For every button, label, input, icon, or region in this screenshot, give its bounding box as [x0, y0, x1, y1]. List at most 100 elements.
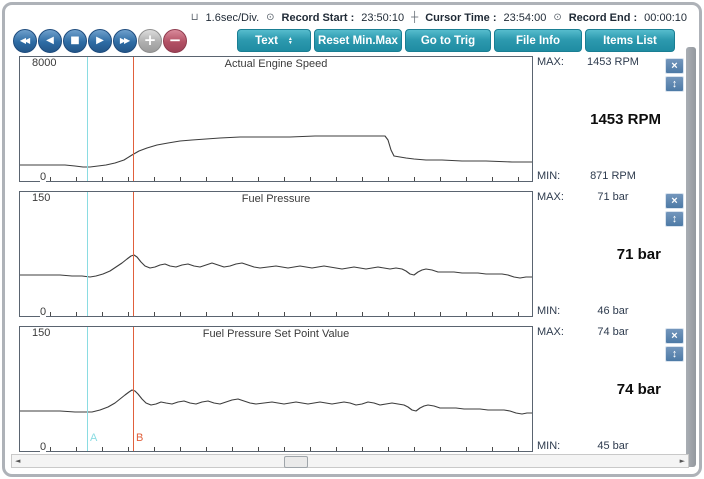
- plus-icon: +: [143, 31, 157, 49]
- rewind-button[interactable]: ◀◀: [13, 28, 37, 53]
- text-mode-dropdown[interactable]: Text ▲ ▼: [237, 29, 311, 52]
- autoscale-channel-button[interactable]: ↕: [665, 211, 684, 227]
- go-to-trig-button[interactable]: Go to Trig: [405, 29, 491, 52]
- horizontal-scrollbar[interactable]: ◄ ►: [11, 454, 689, 468]
- cursor-crosshair-icon: ┼: [411, 12, 419, 23]
- close-channel-button[interactable]: ×: [665, 58, 684, 74]
- max-value: 1453 RPM: [587, 56, 639, 68]
- spinner-updown-icon: ▲ ▼: [287, 35, 293, 46]
- close-icon: ×: [671, 329, 678, 342]
- record-start-value: 23:50:10: [361, 11, 405, 24]
- max-value: 74 bar: [597, 326, 629, 338]
- autoscale-channel-button[interactable]: ↕: [665, 346, 684, 362]
- channel-row-fuel-pressure-setpoint: 150 Fuel Pressure Set Point Value A B 0 …: [19, 326, 687, 453]
- channel-info-panel: MAX: 74 bar 74 bar MIN: 45 bar: [537, 326, 663, 452]
- y-axis-min-label: 0: [40, 171, 47, 183]
- x-axis-ticks: [50, 447, 530, 451]
- chart-title: Fuel Pressure Set Point Value: [202, 328, 350, 340]
- scroll-right-arrow-icon[interactable]: ►: [679, 457, 685, 465]
- cursor-b-label: B: [136, 432, 144, 444]
- x-axis-ticks: [50, 177, 530, 181]
- channel-info-panel: MAX: 71 bar 71 bar MIN: 46 bar: [537, 191, 663, 317]
- cursor-a-line[interactable]: [87, 57, 88, 181]
- channel-row-fuel-pressure: 150 Fuel Pressure 0 MAX: 71 bar 71 bar MI…: [19, 191, 687, 318]
- status-bar: ⊔ 1.6sec/Div. ⊙ Record Start : 23:50:10 …: [5, 10, 687, 25]
- min-label: MIN:: [537, 170, 561, 182]
- updown-arrow-icon: ↕: [671, 212, 678, 225]
- chart-plot-fuel-pressure-setpoint[interactable]: 150 Fuel Pressure Set Point Value A B 0: [19, 326, 533, 453]
- autoscale-channel-button[interactable]: ↕: [665, 76, 684, 92]
- close-channel-button[interactable]: ×: [665, 328, 684, 344]
- reset-minmax-button[interactable]: Reset Min.Max: [314, 29, 402, 52]
- y-axis-min-label: 0: [40, 306, 47, 318]
- current-value: 1453 RPM: [590, 110, 661, 128]
- close-icon: ×: [671, 59, 678, 72]
- updown-arrow-icon: ↕: [671, 347, 678, 360]
- chart-plot-engine-speed[interactable]: 8000 Actual Engine Speed 0: [19, 56, 533, 183]
- min-value: 871 RPM: [590, 170, 636, 182]
- channel-buttons: × ↕: [665, 191, 687, 317]
- waveform-trace: [20, 254, 532, 279]
- record-end-label: Record End :: [568, 11, 638, 24]
- record-end-clock-icon: ⊙: [553, 12, 562, 23]
- y-axis-max-label: 150: [32, 327, 51, 339]
- minus-icon: −: [168, 31, 182, 49]
- max-value: 71 bar: [597, 191, 629, 203]
- waveform-trace: [20, 135, 532, 168]
- current-value: 74 bar: [616, 380, 661, 398]
- channel-info-panel: MAX: 1453 RPM 1453 RPM MIN: 871 RPM: [537, 56, 663, 182]
- scroll-left-arrow-icon[interactable]: ◄: [15, 457, 21, 465]
- chart-title: Actual Engine Speed: [224, 58, 328, 70]
- time-per-division: 1.6sec/Div.: [205, 11, 260, 24]
- time-division-icon: ⊔: [190, 12, 199, 23]
- fast-forward-button[interactable]: ▶▶: [113, 28, 137, 53]
- max-label: MAX:: [537, 56, 564, 68]
- min-value: 45 bar: [597, 440, 629, 452]
- y-axis-max-label: 8000: [32, 57, 57, 69]
- play-button[interactable]: ▶: [88, 28, 112, 53]
- y-axis-max-label: 150: [32, 192, 51, 204]
- toolbar: ◀◀ ◀ ■ ▶ ▶▶ + − Text ▲ ▼ Reset Min.Max Go…: [13, 28, 685, 53]
- cursor-b-line[interactable]: [133, 57, 134, 181]
- scrollbar-thumb[interactable]: [284, 456, 308, 468]
- x-axis-ticks: [50, 312, 530, 316]
- max-label: MAX:: [537, 191, 564, 203]
- right-scrollbar-track[interactable]: [686, 47, 696, 467]
- y-axis-min-label: 0: [40, 441, 47, 453]
- chart-plot-fuel-pressure[interactable]: 150 Fuel Pressure 0: [19, 191, 533, 318]
- channel-row-engine-speed: 8000 Actual Engine Speed 0 MAX: 1453 RPM …: [19, 56, 687, 183]
- cursor-b-line[interactable]: [133, 192, 134, 316]
- current-value: 71 bar: [616, 245, 661, 263]
- updown-arrow-icon: ↕: [671, 77, 678, 90]
- chart-area: 8000 Actual Engine Speed 0 MAX: 1453 RPM …: [19, 56, 687, 461]
- cursor-a-line[interactable]: [87, 192, 88, 316]
- items-list-button[interactable]: Items List: [585, 29, 675, 52]
- fast-forward-icon: ▶▶: [119, 36, 130, 45]
- close-channel-button[interactable]: ×: [665, 193, 684, 209]
- channel-buttons: × ↕: [665, 56, 687, 182]
- close-icon: ×: [671, 194, 678, 207]
- cursor-time-value: 23:54:00: [503, 11, 547, 24]
- chart-title: Fuel Pressure: [241, 193, 311, 205]
- step-back-button[interactable]: ◀: [38, 28, 62, 53]
- text-mode-label: Text: [255, 34, 278, 47]
- rewind-icon: ◀◀: [19, 36, 30, 45]
- zoom-in-button[interactable]: +: [138, 28, 162, 53]
- record-start-label: Record Start :: [281, 11, 355, 24]
- record-start-clock-icon: ⊙: [266, 12, 275, 23]
- zoom-out-button[interactable]: −: [163, 28, 187, 53]
- max-label: MAX:: [537, 326, 564, 338]
- waveform-trace: [20, 389, 532, 415]
- step-back-icon: ◀: [46, 35, 54, 46]
- stop-icon: ■: [70, 35, 80, 46]
- stop-button[interactable]: ■: [63, 28, 87, 53]
- cursor-a-line[interactable]: [87, 327, 88, 451]
- command-buttons: Text ▲ ▼ Reset Min.Max Go to Trig File In…: [237, 29, 675, 52]
- cursor-time-label: Cursor Time :: [425, 11, 497, 24]
- file-info-button[interactable]: File Info: [494, 29, 582, 52]
- channel-buttons: × ↕: [665, 326, 687, 452]
- play-icon: ▶: [96, 35, 104, 46]
- cursor-b-line[interactable]: [133, 327, 134, 451]
